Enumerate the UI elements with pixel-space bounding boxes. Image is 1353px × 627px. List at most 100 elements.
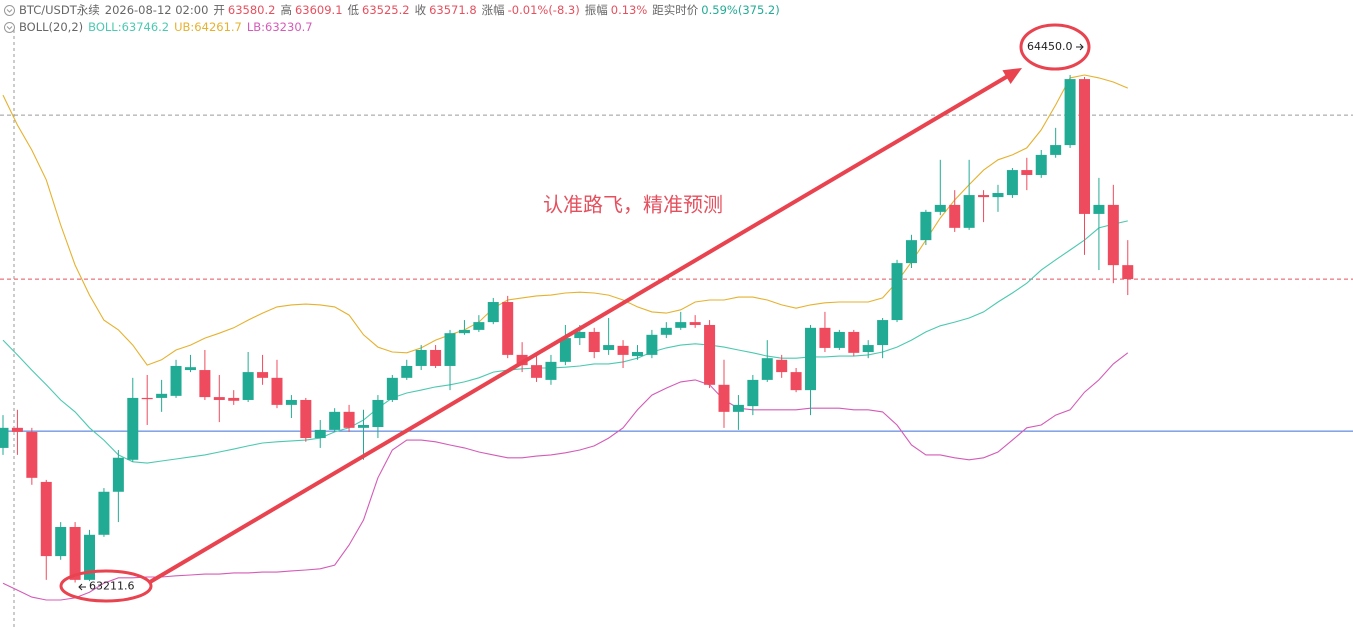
max-arrow — [1076, 43, 1084, 51]
boll-line — [2, 74, 1129, 366]
candle-body — [84, 534, 96, 580]
candle-body — [487, 302, 499, 323]
candle-body — [790, 372, 802, 391]
field-value: 63525.2 — [362, 3, 410, 17]
trend-arrow-head — [1002, 68, 1022, 84]
candle-body — [689, 322, 701, 325]
candle-body — [300, 399, 312, 439]
candle-body — [920, 211, 932, 241]
field-label: 振幅 — [584, 3, 608, 17]
candle-body — [891, 263, 903, 321]
candle-body — [516, 354, 528, 366]
candle-body — [862, 345, 874, 353]
field-value: 63580.2 — [227, 3, 276, 17]
candle-body — [358, 424, 369, 428]
candle-body — [430, 349, 442, 366]
candle-body — [1107, 204, 1119, 266]
candle-body — [848, 331, 860, 353]
candle-body — [271, 377, 283, 405]
candle-body — [314, 429, 326, 439]
candle-body — [141, 397, 153, 400]
legend-entry: UB:64261.7 — [174, 20, 242, 34]
field-label: 距实时价 — [652, 3, 699, 17]
field-value: 63609.1 — [294, 3, 343, 17]
candle-body — [473, 322, 485, 330]
candle-body — [704, 324, 716, 385]
candle-body — [502, 302, 514, 355]
candle-body — [11, 427, 23, 432]
candle-body — [127, 397, 139, 460]
max-label: 64450.0 — [1027, 40, 1073, 53]
candle-body — [949, 204, 961, 228]
candle-body — [559, 338, 571, 362]
candle-body — [257, 372, 269, 378]
candle-body — [992, 193, 1004, 198]
candle-body — [1035, 154, 1047, 175]
candle-body — [631, 352, 643, 357]
field-label: 收 — [414, 3, 427, 17]
legend-entry: BOLL:63746.2 — [88, 20, 170, 34]
candle-body — [184, 367, 196, 371]
candle-body — [718, 384, 730, 412]
candle-body — [213, 397, 225, 400]
time: 2026-08-12 02:00 — [104, 3, 209, 17]
candle-body — [1006, 170, 1018, 196]
candle-body — [617, 345, 629, 355]
candle-body — [386, 377, 398, 400]
candle-body — [40, 481, 52, 557]
min-label: 63211.6 — [89, 579, 135, 592]
candle-body — [112, 457, 124, 492]
candle-body — [833, 331, 845, 348]
candle-body — [1093, 204, 1105, 214]
candle-body — [372, 399, 384, 428]
candle-body — [329, 411, 341, 430]
boll-line — [2, 220, 1128, 464]
candle-body — [415, 349, 427, 366]
candle-body — [458, 329, 470, 334]
candle-body — [978, 195, 990, 198]
candle-body — [646, 334, 658, 355]
candle-body — [675, 322, 687, 328]
candle-body — [761, 358, 773, 380]
candle-body — [98, 491, 110, 535]
candle-body — [1079, 79, 1090, 214]
candle-body — [963, 195, 975, 228]
field-label: 涨幅 — [481, 3, 505, 17]
field-label: 高 — [280, 3, 292, 17]
candle-body — [55, 527, 67, 557]
candle-body — [934, 204, 946, 212]
candle-body — [444, 333, 456, 366]
candle-body — [1021, 170, 1033, 175]
candle-body — [805, 327, 817, 391]
candle-body — [343, 411, 355, 428]
annotation: 认准路飞，精准预测 — [543, 193, 723, 217]
candle-body — [905, 240, 917, 264]
symbol: BTC/USDT永续 — [19, 3, 100, 17]
collapse-icon[interactable] — [4, 4, 15, 16]
indicator-row: BOLL(20,2) BOLL:63746.2 UB:64261.7 LB:6323… — [4, 19, 318, 35]
min-arrow — [78, 583, 86, 591]
field-label: 低 — [347, 3, 360, 17]
field-value: 0.59%(375.2) — [701, 3, 780, 17]
candle-body — [26, 431, 38, 478]
indicator-icon[interactable] — [4, 21, 15, 33]
candle-body — [545, 361, 557, 380]
candle-body — [732, 404, 744, 412]
candle-body — [285, 399, 297, 405]
candle-body — [819, 327, 831, 348]
candle-body — [1064, 79, 1076, 146]
candle-body — [574, 331, 586, 339]
candle-body — [228, 397, 240, 401]
field-label: 开 — [213, 3, 225, 17]
candle-body — [242, 372, 254, 400]
candle-body — [531, 365, 543, 378]
candle-body — [603, 345, 615, 350]
trend-arrow — [148, 74, 1010, 584]
candle-body — [1050, 145, 1062, 155]
candle-body — [401, 365, 413, 378]
legend-entry: LB:63230.7 — [246, 20, 313, 34]
candle-body — [156, 393, 168, 398]
candle-body — [170, 365, 182, 396]
